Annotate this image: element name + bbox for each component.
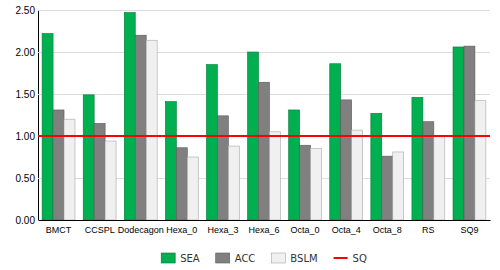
legend-label: SQ [353,253,367,264]
legend-swatch [216,253,230,263]
bar [300,145,311,220]
x-tick-label: Hexa_0 [166,225,197,235]
bar [382,156,393,220]
bar [146,40,157,220]
grid-line [38,136,490,137]
legend-item: SEA [161,253,200,264]
x-tick-label: RS [422,225,435,235]
x-tick-label: BMCT [46,225,72,235]
legend-item: SQ [334,253,367,264]
x-tick-label: Hexa_6 [248,225,279,235]
x-tick: Octa_4 [332,225,361,235]
legend-item: ACC [216,253,256,264]
bar [464,46,475,220]
legend-label: SEA [180,253,200,264]
bar [352,130,363,220]
bar [187,157,198,220]
legend-swatch [161,253,175,263]
legend-label: BSLM [290,253,317,264]
bar [176,148,187,220]
y-tick-label: 2.00 [16,47,36,58]
bar [371,113,382,220]
reference-line [38,135,490,137]
x-tick-label: CCSPL [85,225,115,235]
bar [330,64,341,220]
bar [269,132,280,220]
x-tick-label: Octa_8 [373,225,402,235]
x-tick: Hexa_3 [207,225,238,235]
bar [206,65,217,220]
y-axis-line [39,11,491,221]
chart: 0.00 0.50 1.00 1.50 2.00 2.50 BMCT CCSPLDodecag… [0,0,500,270]
grid-line [38,10,490,11]
y-tick-label: 0.00 [16,215,36,226]
x-axis: BMCT CCSPLDodecagonHexa_0 Hexa_3 Hexa_6 Octa… [39,221,491,235]
legend-swatch [334,257,348,259]
bar [42,34,53,220]
x-tick: SQ9 [460,225,478,235]
bar [165,102,176,220]
y-tick-label: 1.00 [16,131,36,142]
bar [341,100,352,220]
y-axis: 0.00 0.50 1.00 1.50 2.00 2.50 [16,5,490,226]
bar-series [53,35,475,220]
x-axis-line [39,220,491,221]
bar [434,136,445,220]
legend-item: BSLM [271,253,317,264]
x-tick-label: Octa_4 [332,225,361,235]
x-tick: Dodecagon [118,225,164,235]
bar-series [64,40,486,220]
bar [64,119,75,220]
x-tick: CCSPL [85,225,115,235]
bar [135,35,146,220]
bar [83,95,94,220]
bar [475,101,486,220]
x-tick: Octa_0 [291,225,320,235]
grid-line [38,52,490,53]
bar [259,82,270,220]
bar [217,116,228,220]
x-tick-label: Hexa_3 [207,225,238,235]
marks [38,13,490,220]
bar [412,97,423,220]
x-tick-label: Dodecagon [118,225,164,235]
x-tick: BMCT [46,225,72,235]
bar-series [42,13,464,220]
x-tick: Hexa_0 [166,225,197,235]
bar [453,47,464,220]
bar [289,110,300,220]
y-tick-label: 0.50 [16,173,36,184]
y-tick-label: 2.50 [16,5,36,16]
bar [105,141,116,220]
bar [393,152,404,220]
legend: SEA ACC BSLM SQ [161,253,367,264]
legend-swatch [271,253,285,263]
grid-line [38,220,490,221]
x-tick: Octa_8 [373,225,402,235]
y-tick-label: 1.50 [16,89,36,100]
x-tick: RS [422,225,435,235]
x-tick-label: Octa_0 [291,225,320,235]
y-tick: 2.50 [16,5,490,16]
x-tick-label: SQ9 [460,225,478,235]
x-tick: Hexa_6 [248,225,279,235]
bar [53,110,64,220]
bar [124,13,135,220]
bar [228,146,239,220]
bar [94,123,105,220]
legend-label: ACC [235,253,256,264]
bar [311,149,322,220]
plot: 0.00 0.50 1.00 1.50 2.00 2.50 BMCT CCSPLDodecag… [16,5,491,235]
